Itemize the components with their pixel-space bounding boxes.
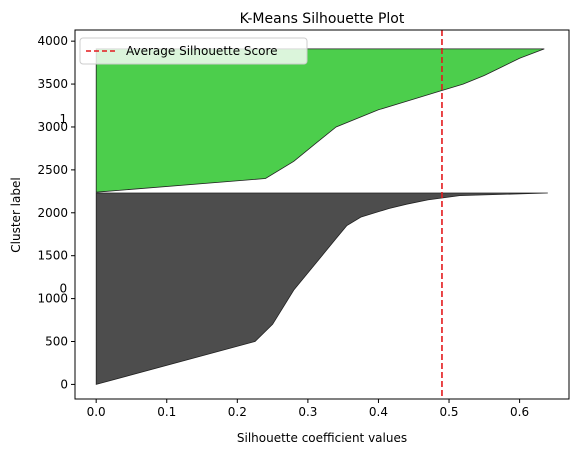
chart-title: K-Means Silhouette Plot	[240, 11, 405, 27]
x-tick-label: 0.6	[510, 405, 529, 419]
y-tick-label: 0	[60, 377, 68, 391]
legend-entry-average: Average Silhouette Score	[126, 44, 278, 58]
x-tick-label: 0.0	[87, 405, 106, 419]
y-tick-label: 3500	[37, 77, 68, 91]
legend-box	[79, 37, 308, 65]
cluster-1-label: 1	[60, 112, 68, 126]
x-axis-label: Silhouette coefficient values	[237, 431, 407, 445]
y-axis-label: Cluster label	[9, 177, 23, 252]
cluster-1-silhouette-area	[95, 48, 545, 193]
legend: Average Silhouette Score	[79, 37, 308, 65]
cluster-0-label: 0	[60, 282, 68, 296]
y-tick-label: 1500	[37, 249, 68, 263]
y-tick-label: 3000	[37, 120, 68, 134]
y-tick-label: 2500	[37, 163, 68, 177]
y-tick-label: 1000	[37, 292, 68, 306]
x-tick-label: 0.1	[157, 405, 176, 419]
y-tick-label: 4000	[37, 34, 68, 48]
x-tick-label: 0.5	[439, 405, 458, 419]
y-tick-label: 500	[45, 335, 68, 349]
cluster-0-silhouette-area	[95, 192, 548, 385]
x-tick-label: 0.3	[298, 405, 317, 419]
plot-frame	[74, 29, 570, 400]
y-tick-label: 2000	[37, 206, 68, 220]
x-tick-label: 0.4	[369, 405, 388, 419]
x-tick-label: 0.2	[228, 405, 247, 419]
